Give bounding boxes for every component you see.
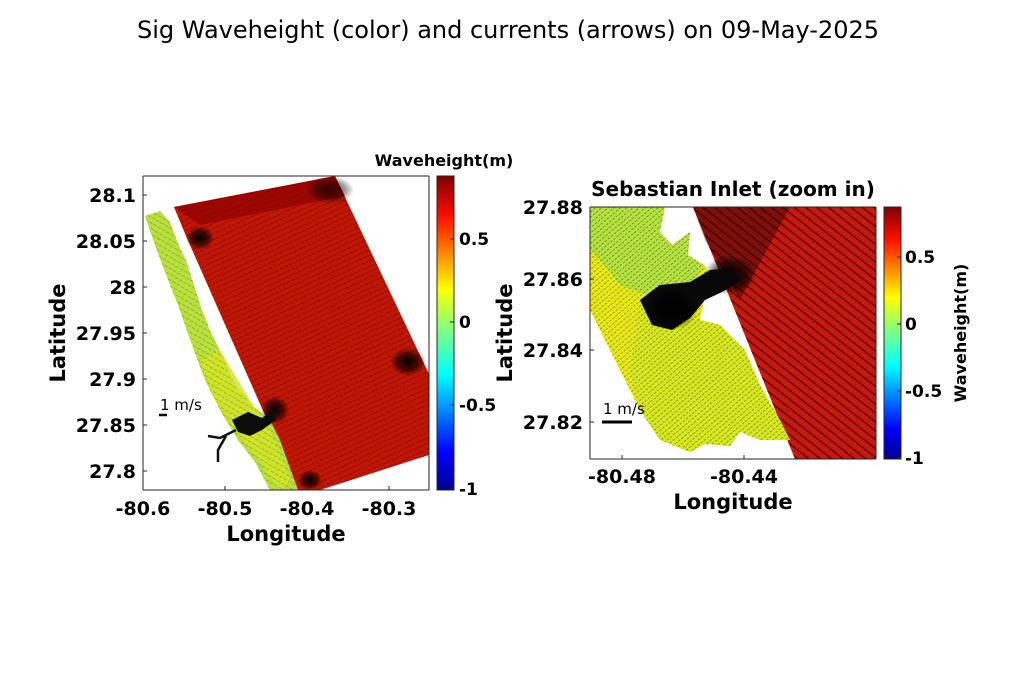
colorbar-tick-label: -1 [459, 480, 478, 500]
y-tick-label: 27.82 [523, 412, 583, 434]
eddy-dark-spot [186, 226, 214, 250]
colorbar-tick-label: 0 [905, 315, 917, 335]
y-tick-label: 27.86 [523, 269, 583, 291]
colorbar-label: Waveheight(m) [375, 151, 514, 170]
y-tick-label: 27.84 [523, 340, 583, 362]
colorbar-tick-label: -0.5 [905, 382, 942, 402]
scale-arrow: 1 m/s [159, 396, 202, 417]
zoom-panel-title: Sebastian Inlet (zoom in) [591, 177, 875, 201]
y-tick-label: 28.1 [89, 185, 136, 207]
zoom-colorbar: 0.5 0 -0.5 -1 Waveheight(m) [883, 206, 970, 469]
colorbar-gradient [436, 175, 455, 491]
x-tick-label: -80.5 [198, 498, 253, 520]
scale-arrow: 1 m/s [602, 400, 645, 424]
colorbar-tick-label: 0.5 [905, 248, 935, 268]
y-tick-label: 28 [110, 277, 136, 299]
x-tick-label: -80.6 [116, 498, 171, 520]
x-tick-label: -80.44 [710, 466, 778, 488]
overview-x-axis: -80.6 -80.5 -80.4 -80.3 Longitude [116, 486, 417, 546]
scale-arrow-label: 1 m/s [160, 396, 202, 414]
overview-map-plot [145, 176, 429, 490]
colorbar-tick-label: 0 [459, 313, 471, 333]
y-tick-label: 27.88 [523, 197, 583, 219]
overview-map-panel: -80.6 -80.5 -80.4 -80.3 Longitude 28.1 2… [46, 151, 513, 546]
y-tick-label: 27.85 [76, 415, 136, 437]
y-tick-label: 28.05 [76, 231, 136, 253]
zoom-map-plot [590, 207, 876, 459]
y-axis-label: Latitude [46, 283, 70, 382]
y-tick-label: 27.8 [89, 461, 136, 483]
zoom-map-panel: Sebastian Inlet (zoom in) -80.48 -80.44 … [493, 177, 970, 514]
colorbar-gradient [883, 206, 902, 460]
inlet-channel [232, 410, 276, 436]
x-tick-label: -80.48 [588, 466, 656, 488]
overview-colorbar: 0.5 0 -0.5 -1 Waveheight(m) [375, 151, 514, 500]
colorbar-tick-label: 0.5 [459, 230, 489, 250]
y-tick-label: 27.9 [89, 369, 136, 391]
overview-y-axis: 28.1 28.05 28 27.95 27.9 27.85 27.8 Lati… [46, 185, 147, 483]
colorbar-tick-label: -0.5 [459, 396, 496, 416]
zoom-y-axis: 27.88 27.86 27.84 27.82 Latitude [493, 197, 594, 434]
y-tick-label: 27.95 [76, 323, 136, 345]
x-tick-label: -80.3 [362, 498, 417, 520]
ocean-arrows [174, 176, 429, 490]
x-axis-label: Longitude [673, 490, 792, 514]
figure-title: Sig Waveheight (color) and currents (arr… [136, 16, 880, 44]
scale-arrow-label: 1 m/s [603, 400, 645, 418]
x-tick-label: -80.4 [280, 498, 335, 520]
zoom-x-axis: -80.48 -80.44 Longitude [588, 455, 793, 514]
colorbar-label: Waveheight(m) [951, 264, 970, 403]
x-axis-label: Longitude [226, 522, 345, 546]
colorbar-tick-label: -1 [905, 449, 924, 469]
y-axis-label: Latitude [493, 283, 517, 382]
